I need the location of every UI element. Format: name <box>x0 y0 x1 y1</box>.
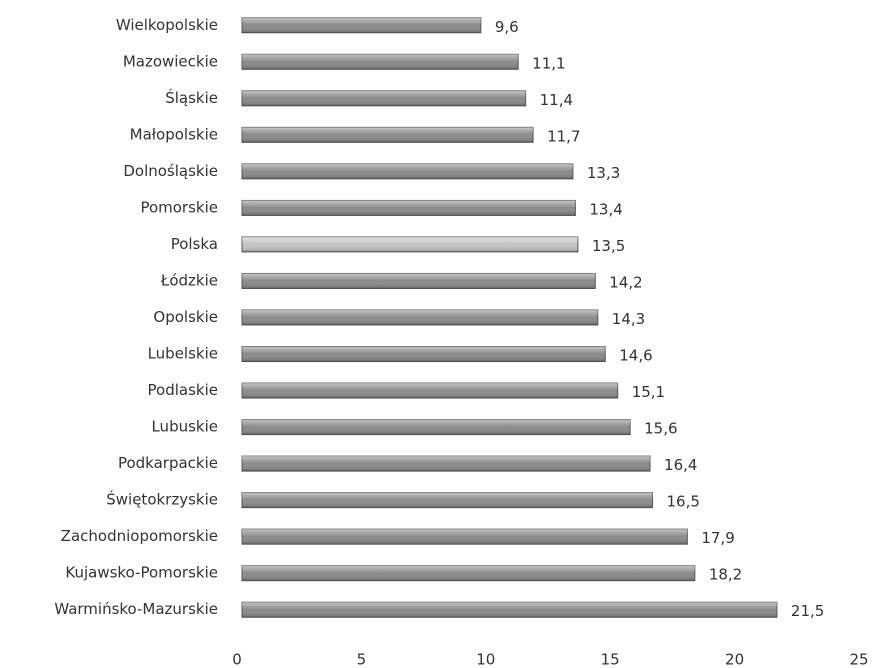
value-label: 13,3 <box>587 164 620 182</box>
value-label: 14,2 <box>609 273 642 291</box>
bar <box>241 272 596 289</box>
x-tick-label: 20 <box>725 651 744 668</box>
value-label: 14,6 <box>619 347 652 365</box>
bar <box>241 90 527 107</box>
y-tick-label: Pomorskie <box>140 198 218 216</box>
value-label: 11,4 <box>540 91 573 109</box>
y-tick-label: Łódzkie <box>160 271 218 289</box>
bar <box>241 17 482 34</box>
bar <box>241 309 599 326</box>
bar <box>241 199 576 216</box>
value-label: 21,5 <box>791 602 824 620</box>
bar <box>241 528 688 545</box>
y-tick-label: Warmińsko-Mazurskie <box>54 600 218 618</box>
y-tick-label: Podkarpackie <box>118 454 218 472</box>
value-label: 13,4 <box>589 200 622 218</box>
y-tick-label: Podlaskie <box>148 381 218 399</box>
bar <box>241 601 778 618</box>
y-tick-label: Małopolskie <box>130 125 218 143</box>
y-tick-label: Świętokrzyskie <box>106 490 218 509</box>
x-tick-label: 15 <box>601 651 620 668</box>
bar <box>241 455 651 472</box>
x-tick-label: 25 <box>849 651 868 668</box>
y-tick-label: Kujawsko-Pomorskie <box>65 564 218 582</box>
x-tick-label: 0 <box>232 651 242 668</box>
bar <box>241 53 519 70</box>
y-tick-label: Lubuskie <box>151 418 218 436</box>
value-label: 11,1 <box>532 54 565 72</box>
value-label: 16,5 <box>667 493 700 511</box>
y-tick-label: Polska <box>171 235 218 253</box>
value-label: 11,7 <box>547 127 580 145</box>
y-tick-label: Wielkopolskie <box>116 16 218 34</box>
value-label: 16,4 <box>664 456 697 474</box>
value-label: 9,6 <box>495 18 519 36</box>
bar <box>241 492 654 509</box>
bar <box>241 236 579 253</box>
bar <box>241 163 574 180</box>
bar <box>241 565 696 582</box>
value-label: 15,6 <box>644 420 677 438</box>
y-tick-label: Zachodniopomorskie <box>61 527 218 545</box>
value-label: 17,9 <box>701 529 734 547</box>
bar <box>241 126 534 143</box>
bar <box>241 419 631 436</box>
value-label: 15,1 <box>632 383 665 401</box>
y-tick-label: Śląskie <box>165 88 218 107</box>
bar <box>241 382 619 399</box>
value-label: 14,3 <box>612 310 645 328</box>
y-tick-label: Dolnośląskie <box>123 162 218 180</box>
y-tick-label: Opolskie <box>153 308 218 326</box>
x-tick-label: 10 <box>476 651 495 668</box>
y-tick-label: Lubelskie <box>148 345 218 363</box>
value-label: 13,5 <box>592 237 625 255</box>
bar <box>241 346 606 363</box>
x-tick-label: 5 <box>357 651 367 668</box>
value-label: 18,2 <box>709 566 742 584</box>
y-tick-label: Mazowieckie <box>123 52 218 70</box>
